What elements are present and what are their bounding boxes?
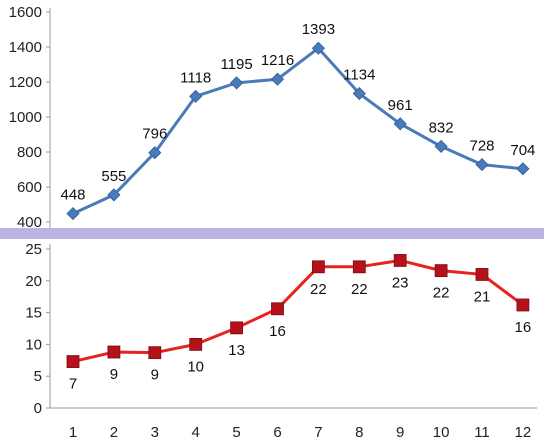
data-point-marker (107, 345, 121, 359)
data-label: 1195 (220, 56, 252, 73)
data-label: 1393 (302, 21, 335, 38)
data-label: 7 (69, 376, 77, 393)
data-point-marker (393, 117, 407, 131)
data-label: 1216 (261, 52, 294, 69)
x-tick-label: 5 (232, 424, 240, 441)
data-label: 728 (469, 138, 494, 155)
data-point-marker (107, 188, 121, 202)
data-point-marker (516, 298, 530, 312)
data-point-marker (434, 264, 448, 278)
y-tick-label: 20 (25, 273, 42, 290)
data-label: 22 (351, 281, 368, 298)
data-label: 555 (101, 168, 126, 185)
y-tick-label: 1000 (9, 109, 42, 126)
y-tick-label: 1600 (9, 4, 42, 21)
data-point-marker (189, 89, 203, 103)
data-label: 832 (429, 119, 454, 136)
data-label: 13 (228, 342, 245, 359)
data-point-marker (434, 139, 448, 153)
data-label: 21 (474, 288, 491, 305)
data-point-marker (393, 254, 407, 267)
data-point-marker (271, 302, 284, 316)
data-label: 16 (515, 319, 532, 336)
x-tick-label: 12 (515, 424, 532, 441)
x-tick-label: 7 (314, 424, 322, 441)
data-label: 9 (110, 366, 118, 383)
y-tick-label: 0 (34, 400, 42, 417)
y-tick-label: 1200 (9, 74, 42, 91)
data-label: 704 (510, 142, 535, 159)
top-line-chart: 400 600 800 1000 1200 1400 1600 448 555 796 1118 11… (9, 4, 536, 231)
data-label: 1118 (180, 69, 211, 86)
data-label: 22 (310, 281, 327, 298)
data-label: 16 (269, 323, 286, 340)
y-tick-label: 5 (34, 368, 42, 385)
data-point-marker (311, 41, 325, 55)
y-tick-label: 25 (25, 241, 42, 258)
y-tick-label: 15 (25, 305, 42, 322)
x-tick-label: 9 (396, 424, 404, 441)
series-line (72, 258, 524, 364)
series-line (72, 46, 524, 215)
data-label: 796 (142, 126, 167, 143)
data-label: 23 (392, 274, 409, 291)
x-tick-label: 6 (273, 424, 281, 441)
x-tick-label: 4 (192, 424, 200, 441)
data-point-marker (516, 162, 530, 176)
x-tick-label: 10 (433, 424, 450, 441)
data-label: 448 (60, 187, 85, 204)
x-tick-label: 3 (151, 424, 159, 441)
data-label: 9 (151, 367, 159, 384)
y-tick-label: 600 (17, 179, 42, 196)
x-tick-label: 8 (355, 424, 363, 441)
data-point-marker (270, 72, 285, 86)
data-label: 10 (187, 358, 204, 375)
data-point-marker (475, 268, 489, 281)
x-tick-label: 1 (69, 424, 77, 441)
x-tick-label: 2 (110, 424, 118, 441)
y-tick-label: 1400 (9, 39, 42, 56)
data-point-marker (230, 76, 244, 90)
data-point-marker (66, 207, 80, 221)
data-label: 961 (388, 97, 413, 114)
data-point-marker (66, 355, 80, 368)
chart-separator-band (0, 228, 544, 239)
data-label: 1134 (343, 67, 375, 84)
data-point-marker (352, 86, 366, 101)
data-point-marker (148, 146, 162, 160)
data-point-marker (352, 260, 366, 274)
y-tick-label: 10 (25, 336, 42, 353)
data-point-marker (475, 158, 489, 172)
data-point-marker (311, 260, 325, 274)
data-point-marker (189, 337, 203, 351)
y-tick-label: 400 (17, 214, 42, 231)
data-point-marker (148, 346, 162, 360)
y-tick-label: 800 (17, 144, 42, 161)
data-point-marker (230, 321, 244, 335)
data-label: 22 (433, 285, 450, 302)
x-tick-label: 11 (474, 424, 490, 441)
